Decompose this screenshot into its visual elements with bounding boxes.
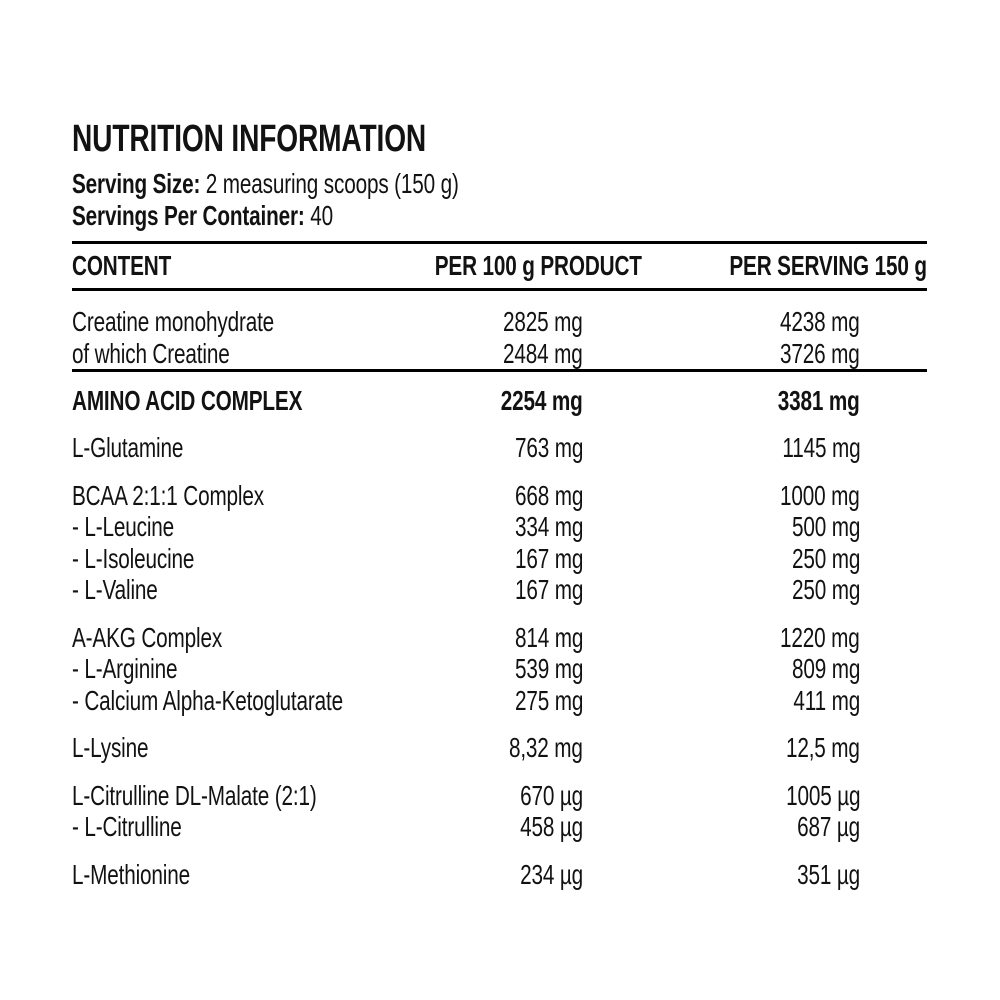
row-per-serving-value: 1000 mg <box>780 479 860 511</box>
row-per-100g-value: 814 mg <box>514 621 583 653</box>
table-body: Creatine monohydrate 2825 mg 4238 mg of … <box>72 306 927 890</box>
table-row: AMINO ACID COMPLEX 2254 mg 3381 mg <box>72 385 927 417</box>
serving-size-line: Serving Size: 2 measuring scoops (150 g) <box>72 168 927 200</box>
row-per-100g-value: 458 µg <box>520 811 583 842</box>
row-group-amino-acid-complex: AMINO ACID COMPLEX 2254 mg 3381 mg <box>72 385 927 417</box>
servings-per-container-label: Servings Per Container: <box>72 199 305 231</box>
row-name: L-Glutamine <box>72 432 184 463</box>
row-per-serving-value: 3726 mg <box>780 337 860 369</box>
table-row: - L-Valine 167 mg 250 mg <box>72 574 927 606</box>
page-title: NUTRITION INFORMATION <box>72 118 927 160</box>
row-per-serving-value: 12,5 mg <box>786 732 860 763</box>
row-per-serving-value: 250 mg <box>791 574 860 605</box>
table-row: Creatine monohydrate 2825 mg 4238 mg <box>72 306 927 338</box>
row-per-100g-value: 2484 mg <box>503 337 583 369</box>
row-name: - L-Isoleucine <box>72 542 195 574</box>
table-row: - L-Leucine 334 mg 500 mg <box>72 511 927 543</box>
row-name: of which Creatine <box>72 337 230 369</box>
row-per-100g-value: 334 mg <box>514 511 583 542</box>
row-per-serving-value: 3381 mg <box>778 384 860 416</box>
table-row: A-AKG Complex 814 mg 1220 mg <box>72 622 927 654</box>
row-per-100g-value: 167 mg <box>514 542 583 574</box>
row-per-serving-value: 687 µg <box>797 811 860 842</box>
row-group-methionine: L-Methionine 234 µg 351 µg <box>72 859 927 891</box>
row-name: L-Lysine <box>72 732 149 763</box>
row-per-100g-value: 668 mg <box>514 479 583 511</box>
row-name: BCAA 2:1:1 Complex <box>72 479 264 511</box>
row-per-100g-value: 2825 mg <box>503 306 583 337</box>
row-name: Creatine monohydrate <box>72 306 275 337</box>
servings-per-container-line: Servings Per Container: 40 <box>72 200 927 232</box>
row-group-citrulline: L-Citrulline DL-Malate (2:1) 670 µg 1005… <box>72 780 927 843</box>
table-row: L-Lysine 8,32 mg 12,5 mg <box>72 732 927 764</box>
table-row: L-Glutamine 763 mg 1145 mg <box>72 432 927 464</box>
row-per-100g-value: 670 µg <box>520 779 583 811</box>
row-per-serving-value: 1145 mg <box>781 432 860 463</box>
row-per-serving-value: 250 mg <box>791 542 860 574</box>
row-name: L-Citrulline DL-Malate (2:1) <box>72 779 317 811</box>
row-name: - L-Arginine <box>72 653 178 684</box>
row-name: - L-Valine <box>72 574 158 605</box>
page-title-text: NUTRITION INFORMATION <box>72 118 427 160</box>
row-per-100g-value: 2254 mg <box>501 384 583 416</box>
row-name: A-AKG Complex <box>72 621 223 653</box>
table-section-rule <box>72 369 927 372</box>
table-top-rule <box>72 241 927 244</box>
row-per-100g-value: 167 mg <box>514 574 583 605</box>
row-per-serving-value: 411 mg <box>793 684 860 716</box>
table-row: - L-Citrulline 458 µg 687 µg <box>72 811 927 843</box>
row-name: - L-Citrulline <box>72 811 182 842</box>
column-header-content: CONTENT <box>72 250 172 281</box>
column-header-per-100g: PER 100 g PRODUCT <box>434 250 642 281</box>
row-group-aakg: A-AKG Complex 814 mg 1220 mg - L-Arginin… <box>72 622 927 717</box>
row-group-glutamine: L-Glutamine 763 mg 1145 mg <box>72 432 927 464</box>
table-row: L-Citrulline DL-Malate (2:1) 670 µg 1005… <box>72 780 927 812</box>
row-per-100g-value: 763 mg <box>514 432 583 463</box>
row-per-serving-value: 4238 mg <box>780 306 860 337</box>
serving-size-label: Serving Size: <box>72 168 201 199</box>
row-per-100g-value: 234 µg <box>520 858 583 890</box>
row-per-serving-value: 500 mg <box>791 511 860 542</box>
table-header-rule <box>72 288 927 291</box>
row-per-serving-value: 351 µg <box>797 858 860 890</box>
serving-info: Serving Size: 2 measuring scoops (150 g) … <box>72 168 927 231</box>
table-header-row: CONTENT PER 100 g PRODUCT PER SERVING 15… <box>72 244 927 288</box>
table-row: - Calcium Alpha-Ketoglutarate 275 mg 411… <box>72 685 927 717</box>
row-group-creatine: Creatine monohydrate 2825 mg 4238 mg of … <box>72 306 927 369</box>
row-name: - Calcium Alpha-Ketoglutarate <box>72 684 343 716</box>
serving-size-value: 2 measuring scoops (150 g) <box>205 168 459 199</box>
table-row: of which Creatine 2484 mg 3726 mg <box>72 338 927 370</box>
row-per-100g-value: 8,32 mg <box>509 732 583 763</box>
servings-per-container-value: 40 <box>310 199 333 231</box>
row-name: - L-Leucine <box>72 511 175 542</box>
table-row: - L-Arginine 539 mg 809 mg <box>72 653 927 685</box>
row-per-serving-value: 1220 mg <box>780 621 860 653</box>
table-row: - L-Isoleucine 167 mg 250 mg <box>72 543 927 575</box>
column-header-per-serving: PER SERVING 150 g <box>729 250 928 281</box>
row-per-serving-value: 809 mg <box>791 653 860 684</box>
row-group-bcaa: BCAA 2:1:1 Complex 668 mg 1000 mg - L-Le… <box>72 480 927 606</box>
row-group-lysine: L-Lysine 8,32 mg 12,5 mg <box>72 732 927 764</box>
row-per-serving-value: 1005 µg <box>785 779 860 811</box>
table-row: L-Methionine 234 µg 351 µg <box>72 859 927 891</box>
table-row: BCAA 2:1:1 Complex 668 mg 1000 mg <box>72 480 927 512</box>
row-name: L-Methionine <box>72 858 191 890</box>
row-name: AMINO ACID COMPLEX <box>72 384 303 416</box>
row-per-100g-value: 275 mg <box>514 684 583 716</box>
row-per-100g-value: 539 mg <box>514 653 583 684</box>
